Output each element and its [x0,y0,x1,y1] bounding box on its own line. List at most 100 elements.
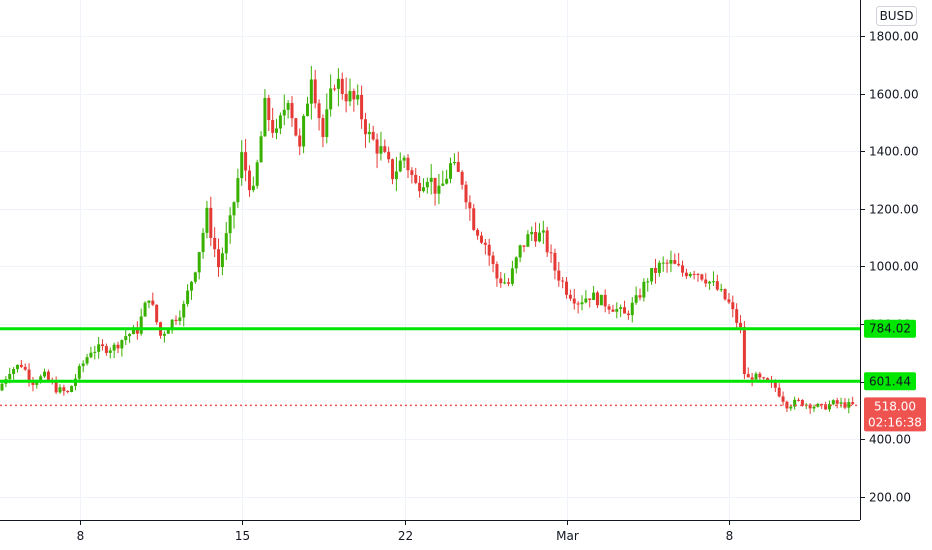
candle-body [116,344,120,349]
candle-body [197,252,201,273]
candles [0,65,855,414]
candle-body [54,382,58,393]
candle-body [120,340,124,349]
candle-body [305,103,309,116]
candle-body [344,93,348,102]
candle-body [700,274,704,280]
candle-body [309,79,313,104]
candle-body [383,146,387,152]
candle-body [425,181,429,188]
candle-body [789,406,793,409]
candle-body [193,272,197,282]
candle-body [255,162,259,186]
candle-body [568,294,572,299]
candle-body [178,317,182,321]
candle-body [669,260,673,264]
candle-body [681,265,685,273]
candle-body [85,357,89,364]
candle-body [70,385,74,393]
candle-body [329,88,333,110]
candle-body [626,313,630,316]
candle-body [387,151,391,160]
candle-body [766,378,770,382]
candle-body [742,327,746,374]
candle-body [275,128,279,133]
candle-body [634,295,638,303]
candle-body [201,232,205,253]
candle-body [414,174,418,183]
y-tick-label: 400.00 [869,433,911,447]
candle-body [205,207,209,233]
candle-body [750,377,754,380]
candle-body [684,272,688,277]
candle-body [851,402,855,405]
candle-body [665,262,669,264]
candle-body [541,230,545,233]
candle-body [576,303,580,305]
y-tick-label: 1400.00 [869,145,919,159]
candle-body [321,118,325,138]
candle-body [835,400,839,404]
candle-body [46,371,50,380]
candle-body [704,279,708,284]
candle-body [479,235,483,243]
candle-body [27,369,31,380]
candle-body [97,344,101,352]
x-tick-label: 8 [77,529,85,543]
candle-body [282,109,286,116]
candle-body [410,170,414,175]
candle-body [565,281,569,295]
candle-body [781,396,785,402]
candle-body [12,369,16,375]
level-tags: 784.02 601.44 [864,319,916,391]
candle-body [170,319,174,331]
price-axis-bg[interactable] [860,0,932,520]
candle-body [708,281,712,284]
candle-body [793,399,797,407]
candle-body [499,278,503,284]
x-tick-label: 22 [398,529,413,543]
candle-body [81,363,85,367]
candle-body [831,400,835,405]
candle-body [445,178,449,184]
candle-body [526,234,530,247]
candle-body [762,377,766,379]
candle-body [437,185,441,194]
candle-body [259,136,263,163]
candle-body [267,97,271,121]
candle-body [228,215,232,234]
time-axis-bg[interactable] [0,520,932,550]
candle-body [35,382,39,385]
candle-body [642,281,646,298]
candle-body [224,233,228,254]
grid [0,0,860,520]
candle-body [189,281,193,291]
candle-body [731,302,735,310]
candle-body [723,289,727,300]
candle-body [711,281,715,283]
y-tick-label: 200.00 [869,491,911,505]
candle-body [611,309,615,312]
candle-body [394,171,398,180]
candle-body [182,303,186,318]
candle-body [715,281,719,290]
currency-badge[interactable]: BUSD [876,6,917,26]
candle-body [719,289,723,291]
candle-body [507,282,511,284]
candle-body [325,109,329,138]
candle-body [363,119,367,135]
candle-body [534,231,538,242]
candle-body [673,260,677,264]
x-tick-label: 15 [235,529,250,543]
candle-body [251,185,255,191]
candle-body [139,316,143,334]
last-price-countdown: 02:16:38 [868,415,922,429]
candle-body [77,366,81,379]
last-price-tag-box [864,397,926,432]
candle-body [460,171,464,185]
candle-body [657,262,661,273]
candle-body [313,79,317,104]
candle-body [503,282,507,284]
